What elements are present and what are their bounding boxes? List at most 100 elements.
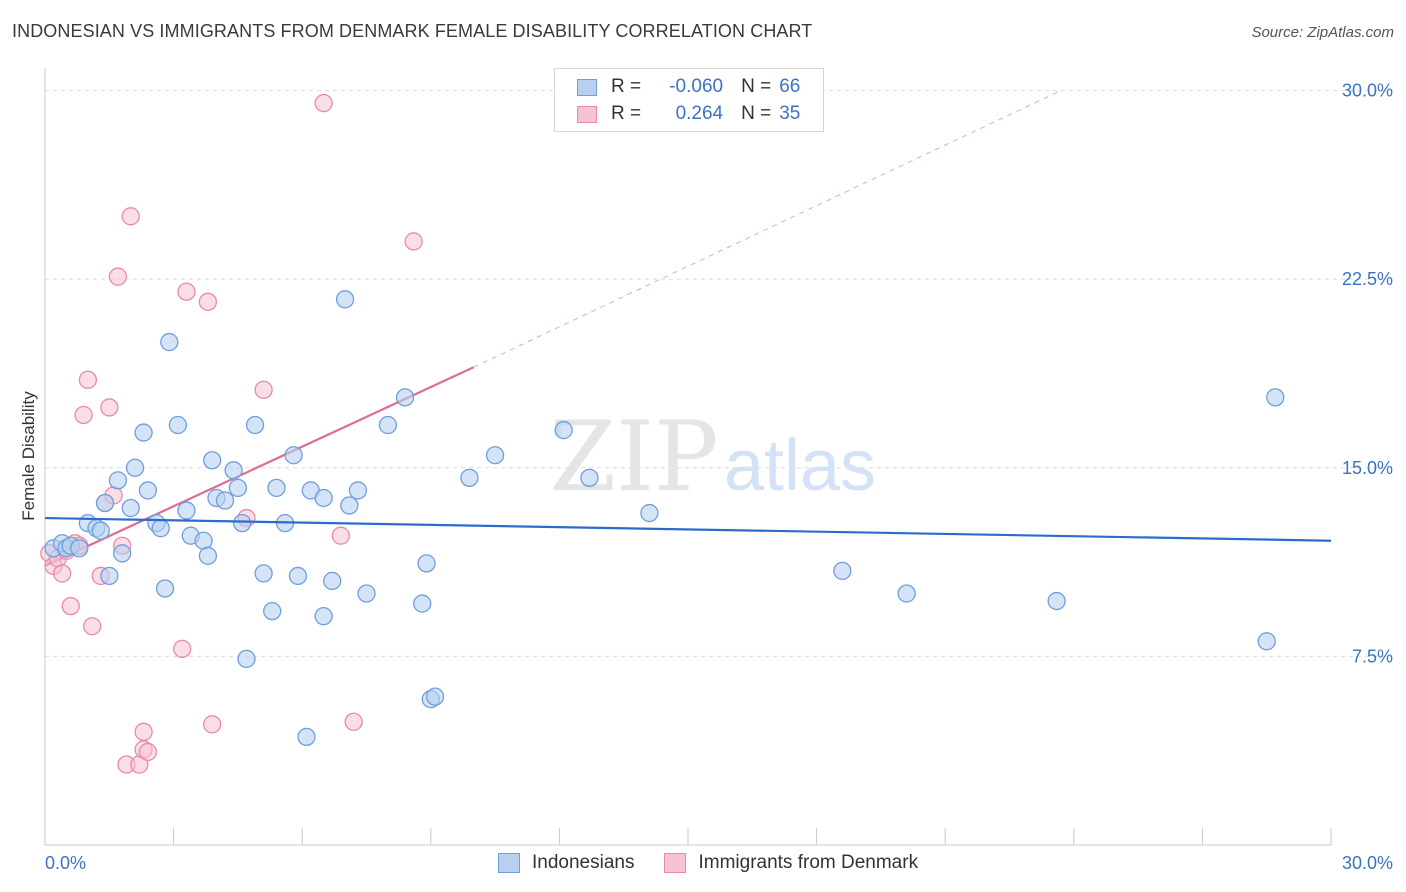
data-point-indonesians — [177, 501, 196, 520]
legend-n-label: N = — [741, 103, 772, 124]
watermark-atlas: atlas — [724, 426, 876, 506]
watermark: ZIP atlas — [549, 401, 876, 513]
data-point-indonesians — [297, 727, 316, 747]
data-point-indonesians — [284, 446, 303, 465]
data-point-indonesians — [263, 601, 282, 621]
data-point-indonesians — [1257, 632, 1276, 651]
data-point-indonesians — [233, 513, 252, 533]
trend-lines-blue — [44, 516, 1332, 542]
data-point-denmark — [83, 617, 102, 636]
legend-n-label: N = — [741, 76, 772, 97]
data-point-indonesians — [254, 564, 273, 583]
data-point-indonesians — [357, 584, 376, 603]
correlation-legend: R = -0.060 N = 66 R = 0.264 N = 35 — [554, 68, 824, 132]
data-point-indonesians — [228, 478, 248, 498]
data-point-denmark — [52, 564, 72, 583]
data-point-denmark — [78, 370, 98, 389]
data-point-indonesians — [155, 579, 175, 598]
data-point-indonesians — [95, 493, 115, 513]
data-point-denmark — [177, 282, 196, 301]
data-point-indonesians — [125, 458, 145, 477]
data-point-denmark — [100, 398, 119, 417]
data-point-indonesians — [460, 468, 479, 487]
data-point-indonesians — [1047, 591, 1066, 611]
legend-r-value: 0.264 — [675, 103, 724, 124]
data-point-indonesians — [245, 415, 265, 435]
data-point-indonesians — [194, 531, 213, 550]
data-point-denmark — [61, 596, 80, 616]
points-immigrants-denmark — [40, 93, 423, 774]
data-point-indonesians — [203, 451, 222, 470]
data-point-denmark — [173, 639, 192, 658]
data-point-indonesians — [288, 566, 308, 586]
data-point-indonesians — [113, 544, 132, 563]
data-point-denmark — [138, 742, 158, 762]
data-point-indonesians — [314, 607, 333, 626]
data-point-indonesians — [417, 554, 436, 573]
data-point-indonesians — [1266, 388, 1285, 407]
legend-label-denmark: Immigrants from Denmark — [698, 852, 919, 873]
data-point-indonesians — [897, 584, 916, 603]
data-point-denmark — [74, 405, 93, 425]
legend-r-label: R = — [611, 76, 642, 97]
legend-swatch-indonesians — [498, 853, 520, 873]
data-point-indonesians — [395, 388, 415, 407]
data-point-indonesians — [134, 423, 153, 442]
series-legend: Indonesians Immigrants from Denmark — [498, 852, 918, 874]
data-point-indonesians — [267, 478, 286, 498]
legend-r-label: R = — [611, 103, 642, 124]
data-point-indonesians — [138, 481, 158, 500]
points-indonesians — [44, 290, 1285, 747]
y-tick-label: 30.0% — [1342, 81, 1393, 101]
data-point-indonesians — [160, 332, 179, 352]
data-point-indonesians — [348, 481, 368, 500]
y-tick-label: 15.0% — [1342, 458, 1393, 478]
chart-title: INDONESIAN VS IMMIGRANTS FROM DENMARK FE… — [12, 21, 813, 41]
data-point-indonesians — [108, 471, 128, 490]
legend-swatch-blue — [577, 78, 597, 96]
data-point-denmark — [404, 232, 423, 251]
data-point-indonesians — [413, 594, 432, 613]
data-point-denmark — [134, 722, 153, 741]
legend-n-value: 35 — [779, 103, 801, 124]
tick-labels: 7.5% 15.0% 22.5% 30.0% 0.0% 30.0% — [45, 81, 1393, 873]
trend-line-denmark-extension — [473, 90, 1062, 368]
data-point-indonesians — [100, 566, 119, 586]
data-point-indonesians — [485, 446, 505, 465]
data-point-indonesians — [237, 649, 256, 669]
data-point-indonesians — [198, 546, 218, 565]
data-point-indonesians — [323, 571, 342, 591]
data-point-denmark — [331, 526, 350, 545]
legend-label-indonesians: Indonesians — [532, 852, 635, 873]
data-point-indonesians — [121, 498, 140, 518]
data-point-indonesians — [70, 539, 89, 558]
data-point-indonesians — [833, 561, 852, 581]
data-point-indonesians — [314, 488, 333, 508]
data-point-denmark — [203, 715, 222, 734]
data-point-indonesians — [168, 415, 188, 435]
y-axis-label: Female Disability — [19, 391, 38, 521]
data-point-indonesians — [151, 518, 170, 538]
data-point-denmark — [108, 267, 128, 286]
data-point-denmark — [198, 292, 218, 311]
x-tick-label: 0.0% — [45, 853, 86, 873]
x-tick-label: 30.0% — [1342, 853, 1393, 873]
axes — [44, 68, 1332, 846]
data-point-indonesians — [640, 503, 659, 523]
data-point-indonesians — [224, 461, 243, 480]
data-point-denmark — [254, 380, 273, 399]
trend-line-indonesians — [44, 516, 1332, 542]
legend-swatch-denmark — [664, 853, 687, 873]
data-point-indonesians — [215, 491, 235, 510]
legend-n-value: 66 — [779, 76, 801, 97]
legend-row-denmark: R = 0.264 N = 35 — [577, 101, 800, 127]
legend-swatch-pink — [577, 105, 597, 123]
data-point-indonesians — [425, 687, 445, 706]
data-point-denmark — [121, 207, 140, 226]
data-point-indonesians — [378, 415, 398, 435]
legend-r-value: -0.060 — [669, 76, 724, 97]
data-point-indonesians — [580, 468, 599, 487]
data-point-denmark — [314, 93, 333, 113]
data-point-indonesians — [91, 521, 110, 540]
